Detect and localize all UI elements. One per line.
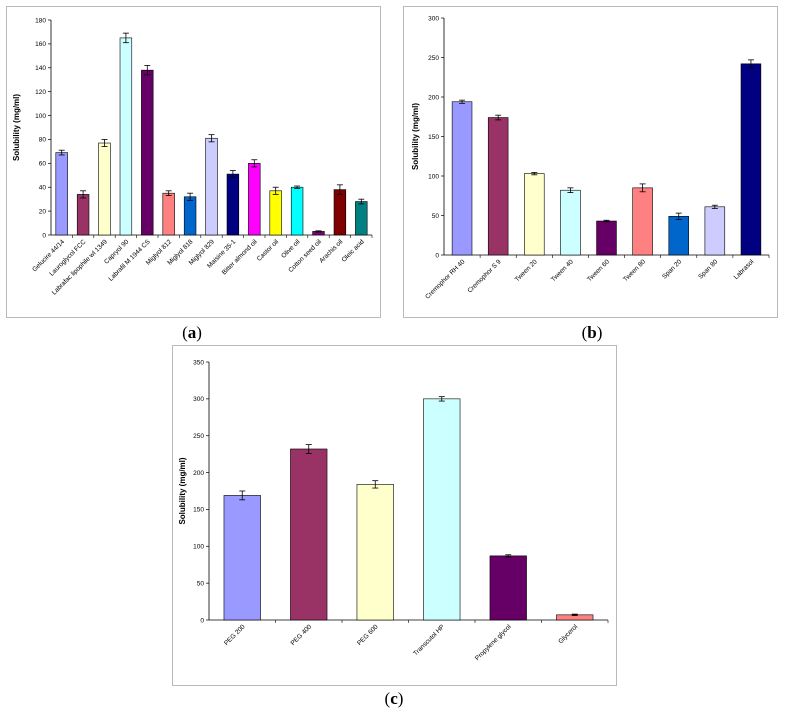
y-axis-label: Solubility (mg/ml) [12,94,21,161]
chart-panel-c: 0 50 100 150 200 250 300 350 Solubility (mg/ml) P… [172,345,617,686]
y-tick-label: 200 [428,94,439,101]
bar [248,163,261,236]
x-tick-label: Castor oil [256,238,281,263]
x-tick-label: Glycerol [557,623,579,645]
x-tick-label: Cremophor S 9 [466,258,502,294]
x-tick-label: Span 80 [697,258,719,280]
y-tick-label: 250 [193,433,204,440]
bar [333,189,347,236]
x-tick-label: Oleic acid [341,238,366,263]
y-tick-label: 100 [193,544,204,551]
bar [524,173,545,256]
bar [560,189,581,256]
bar [269,190,282,236]
x-tick-label: PEG 600 [356,623,380,647]
bar [98,142,111,236]
bar [489,555,527,621]
y-tick-label: 120 [35,89,46,96]
y-tick-label: 50 [197,580,205,587]
x-tick-label: Tween 80 [622,258,647,283]
chart-c: 0 50 100 150 200 250 300 350 Solubility (mg/ml) P… [178,359,609,662]
bar [740,63,762,256]
bar [704,206,726,256]
y-tick-label: 60 [39,161,47,168]
chart-panel-b: 0 50 100 150 200 250 300 Solubility (mg/ml) Crem… [403,6,778,318]
x-tick-label: Cremophor RH 40 [424,258,467,301]
bar [76,194,90,236]
y-tick-label: 160 [35,41,46,48]
y-tick-label: 0 [200,617,204,624]
caption-c: (c) [384,689,404,708]
y-tick-label: 100 [428,173,439,180]
y-tick-label: 250 [428,55,439,62]
bar [162,192,175,236]
y-tick-label: 100 [35,113,46,120]
chart-b: 0 50 100 150 200 250 300 Solubility (mg/ml) Crem… [411,15,770,301]
bar [355,201,368,236]
x-tick-label: Tween 60 [586,258,611,283]
y-tick-label: 300 [428,15,439,22]
x-tick-label: Span 20 [661,258,683,280]
y-tick-label: 80 [39,137,47,144]
bar [487,117,509,256]
y-axis-label: Solubility (mg/ml) [178,457,187,524]
bar [596,220,617,256]
y-tick-label: 50 [432,213,440,220]
bar [141,69,154,236]
caption-a: (a) [182,323,202,342]
y-tick-label: 150 [193,507,204,514]
y-tick-label: 40 [39,185,47,192]
x-tick-label: PEG 400 [290,623,314,647]
bar [451,101,473,256]
bar [356,484,394,621]
x-tick-label: Arachis oil [318,238,345,265]
y-tick-label: 140 [35,65,46,72]
y-tick-label: 180 [35,17,46,24]
x-tick-label: Tween 20 [514,258,539,283]
bar [223,495,261,621]
x-tick-label: Labrasol [733,258,756,281]
x-tick-label: Propylene glycol [474,623,513,662]
bar [668,215,689,256]
x-tick-label: Tween 40 [550,258,575,283]
bar [119,37,133,236]
y-tick-label: 200 [193,470,204,477]
y-tick-label: 20 [39,208,47,215]
bar [290,186,304,236]
y-tick-label: 0 [42,232,46,239]
bar [55,152,68,236]
caption-b: (b) [581,323,603,342]
bar [290,448,328,621]
bar [226,173,240,236]
chart-panel-a: 0 20 40 60 80 100 120 140 160 180 Solubility (mg/m… [6,6,381,318]
y-tick-label: 350 [193,359,204,366]
y-tick-label: 150 [428,134,439,141]
x-tick-label: PEG 200 [223,623,247,647]
bar [632,187,653,256]
bar [183,196,197,236]
y-axis-label: Solubility (mg/ml) [411,103,420,170]
bar [205,137,218,236]
bar [423,398,461,621]
chart-a: 0 20 40 60 80 100 120 140 160 180 Solubility (mg/m… [12,17,373,297]
x-tick-label: Transcutol HP [412,623,446,657]
y-tick-label: 0 [435,252,439,259]
y-tick-label: 300 [193,396,204,403]
